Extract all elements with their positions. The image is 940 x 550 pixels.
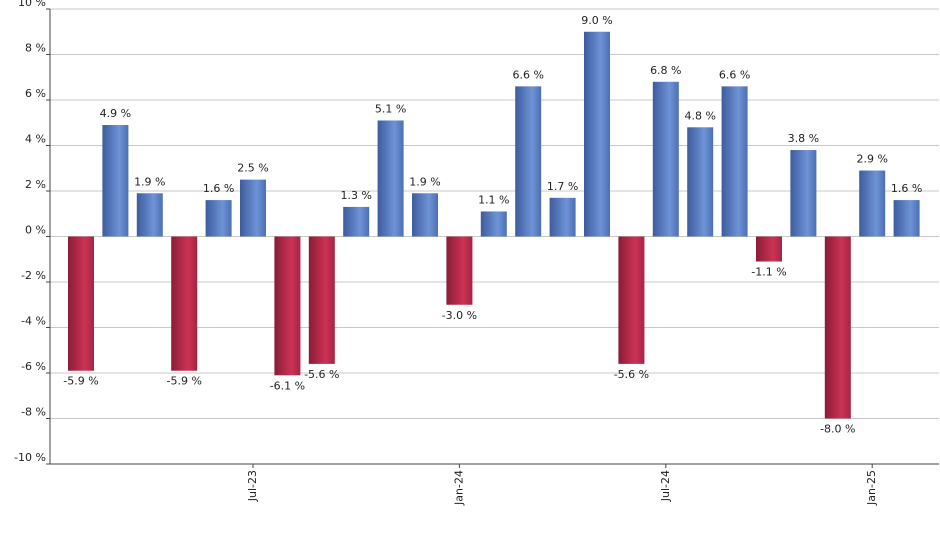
bar: [618, 236, 645, 364]
value-label: 5.1 %: [375, 102, 406, 115]
bar: [790, 150, 817, 237]
value-label: 6.6 %: [719, 68, 750, 81]
bar: [343, 206, 370, 237]
bar: [136, 193, 163, 237]
bar: [515, 86, 542, 237]
bar: [446, 236, 473, 305]
bar: [68, 236, 94, 371]
value-label: 1.6 %: [203, 182, 234, 195]
bar: [205, 200, 232, 237]
bar: [652, 81, 679, 237]
bar: [377, 120, 404, 237]
bar: [412, 193, 438, 237]
value-label: 2.5 %: [237, 162, 268, 175]
bar: [240, 179, 266, 237]
y-tick-label: 0 %: [25, 224, 46, 237]
bar: [308, 236, 335, 364]
bar: [687, 127, 714, 237]
x-tick-label: Jan-24: [452, 470, 465, 506]
y-tick-label: 6 %: [25, 87, 46, 100]
bar: [584, 31, 610, 237]
value-label: -5.6 %: [304, 368, 339, 381]
value-label: 1.7 %: [547, 180, 578, 193]
value-label: 1.3 %: [340, 189, 371, 202]
value-label: 6.8 %: [650, 64, 681, 77]
bar: [824, 236, 851, 419]
y-tick-label: 10 %: [18, 0, 46, 9]
y-tick-label: -10 %: [14, 451, 46, 464]
value-label: 3.8 %: [788, 132, 819, 145]
y-tick-label: 8 %: [25, 42, 46, 55]
y-tick-label: -6 %: [21, 360, 46, 373]
value-label: 4.9 %: [100, 107, 131, 120]
bar: [480, 211, 507, 237]
value-label: 2.9 %: [856, 153, 887, 166]
value-label: 9.0 %: [581, 14, 612, 27]
y-tick-label: 2 %: [25, 178, 46, 191]
y-tick-label: -4 %: [21, 315, 46, 328]
bar: [102, 125, 129, 237]
value-label: -3.0 %: [442, 309, 477, 322]
value-label: 1.9 %: [409, 175, 440, 188]
value-label: -5.9 %: [166, 375, 201, 388]
y-tick-label: -8 %: [21, 406, 46, 419]
bar: [721, 86, 748, 237]
value-label: 4.8 %: [684, 109, 715, 122]
y-tick-label: 4 %: [25, 133, 46, 146]
value-label: 1.6 %: [891, 182, 922, 195]
value-label: 6.6 %: [512, 68, 543, 81]
value-label: -6.1 %: [270, 379, 305, 392]
bar: [171, 236, 198, 371]
x-tick-label: Jul-24: [659, 470, 672, 502]
bar: [756, 236, 782, 262]
y-tick-label: -2 %: [21, 269, 46, 282]
bar: [274, 236, 301, 376]
bar: [893, 200, 920, 237]
value-label: -1.1 %: [751, 266, 786, 279]
bar: [859, 170, 886, 237]
x-tick-label: Jan-25: [865, 470, 878, 506]
bar: [549, 197, 576, 237]
x-tick-label: Jul-23: [246, 470, 259, 502]
value-label: 1.9 %: [134, 175, 165, 188]
value-label: 1.1 %: [478, 193, 509, 206]
value-label: -5.9 %: [63, 375, 98, 388]
value-label: -8.0 %: [820, 423, 855, 436]
value-label: -5.6 %: [614, 368, 649, 381]
